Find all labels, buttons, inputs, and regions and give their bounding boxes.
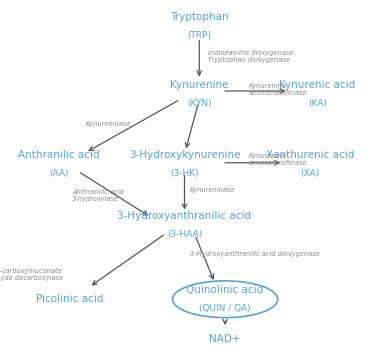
Text: (3-HAA): (3-HAA) <box>167 230 202 239</box>
Text: 2-amino 3-carboxymuconate
semialdehyde decarboxylase: 2-amino 3-carboxymuconate semialdehyde d… <box>0 268 63 281</box>
Text: Kynurenine: Kynurenine <box>170 80 228 90</box>
Text: Tryptophan: Tryptophan <box>170 12 228 22</box>
Text: 3-Hydroxykynurenine: 3-Hydroxykynurenine <box>129 150 240 160</box>
Text: Kynureninase: Kynureninase <box>190 187 235 193</box>
Text: (KYN): (KYN) <box>187 99 211 108</box>
Text: Quinolinic acid: Quinolinic acid <box>186 285 264 295</box>
Text: 3-Hydroxyanthranilic acid dioxygenase: 3-Hydroxyanthranilic acid dioxygenase <box>190 251 320 257</box>
Text: Indoleamine dioxygenase
Tryptophan dioxygenase: Indoleamine dioxygenase Tryptophan dioxy… <box>208 50 294 63</box>
Text: (XA): (XA) <box>300 169 320 178</box>
Text: Picolinic acid: Picolinic acid <box>37 294 104 304</box>
Text: Anthranilic acid
3-hydroxylase: Anthranilic acid 3-hydroxylase <box>72 189 124 203</box>
Text: 3-Hydroxyanthranilic acid: 3-Hydroxyanthranilic acid <box>117 211 252 221</box>
Text: Kynurenine
aminotransferase: Kynurenine aminotransferase <box>249 83 308 96</box>
Text: (KA): (KA) <box>308 99 327 108</box>
Text: Kynurenine
aminotransferase: Kynurenine aminotransferase <box>249 153 308 166</box>
Text: Kynureninase: Kynureninase <box>86 121 132 127</box>
Text: (AA): (AA) <box>49 169 69 178</box>
Text: Kynurenic acid: Kynurenic acid <box>279 80 355 90</box>
Text: (TRP): (TRP) <box>187 31 211 40</box>
Text: Anthranilic acid: Anthranilic acid <box>18 150 100 160</box>
Text: NAD+: NAD+ <box>209 335 241 344</box>
Text: Xanthurenic acid: Xanthurenic acid <box>266 150 354 160</box>
Text: (3-HK): (3-HK) <box>170 169 199 178</box>
Text: (QUIN / QA): (QUIN / QA) <box>199 304 251 313</box>
